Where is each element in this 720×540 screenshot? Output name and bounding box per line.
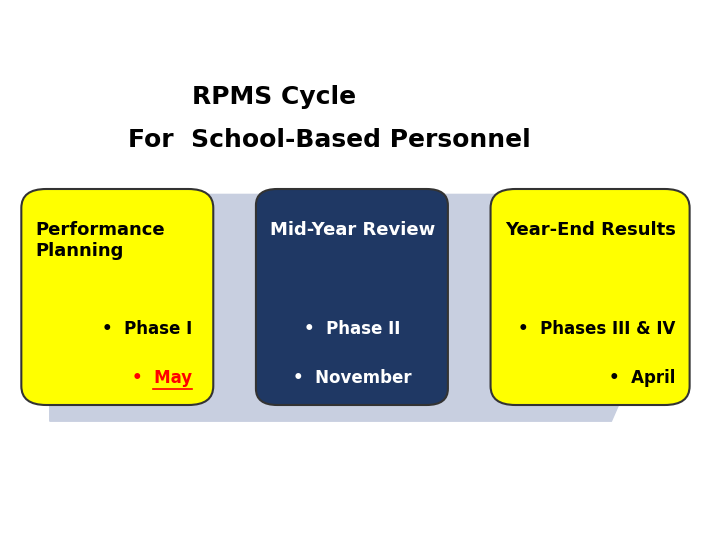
Text: •  Phase I: • Phase I (102, 320, 192, 339)
Text: •  Phases III & IV: • Phases III & IV (518, 320, 675, 339)
FancyBboxPatch shape (256, 189, 448, 405)
Polygon shape (50, 194, 661, 421)
Text: Year-End Results: Year-End Results (505, 221, 675, 239)
Text: •  Phase II: • Phase II (304, 320, 400, 339)
FancyBboxPatch shape (22, 189, 213, 405)
Text: •  May: • May (132, 369, 192, 387)
Text: RPMS Cycle: RPMS Cycle (192, 85, 356, 109)
Text: For  School-Based Personnel: For School-Based Personnel (128, 129, 531, 152)
Text: Mid-Year Review: Mid-Year Review (270, 221, 436, 239)
Text: •  April: • April (609, 369, 675, 387)
FancyBboxPatch shape (490, 189, 690, 405)
Text: Performance
Planning: Performance Planning (35, 221, 165, 260)
Text: •  November: • November (292, 369, 411, 387)
